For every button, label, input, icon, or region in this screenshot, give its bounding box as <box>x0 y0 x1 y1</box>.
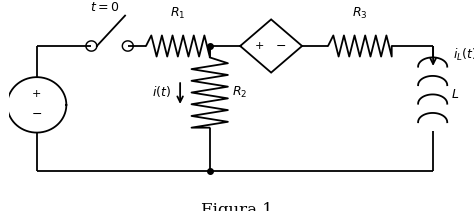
Text: −: − <box>276 39 286 53</box>
Text: $R_1$: $R_1$ <box>170 6 185 21</box>
Text: $R_3$: $R_3$ <box>352 6 368 21</box>
Text: $i(t)$: $i(t)$ <box>152 84 171 99</box>
Text: +: + <box>255 41 264 51</box>
Text: $L$: $L$ <box>451 88 459 101</box>
Text: −: − <box>32 108 42 121</box>
Text: $t = 0$: $t = 0$ <box>91 1 120 14</box>
Text: $i_L(t)$: $i_L(t)$ <box>453 46 474 63</box>
Text: +: + <box>32 89 41 99</box>
Text: Figura 1: Figura 1 <box>201 202 273 211</box>
Text: $R_2$: $R_2$ <box>232 85 248 100</box>
